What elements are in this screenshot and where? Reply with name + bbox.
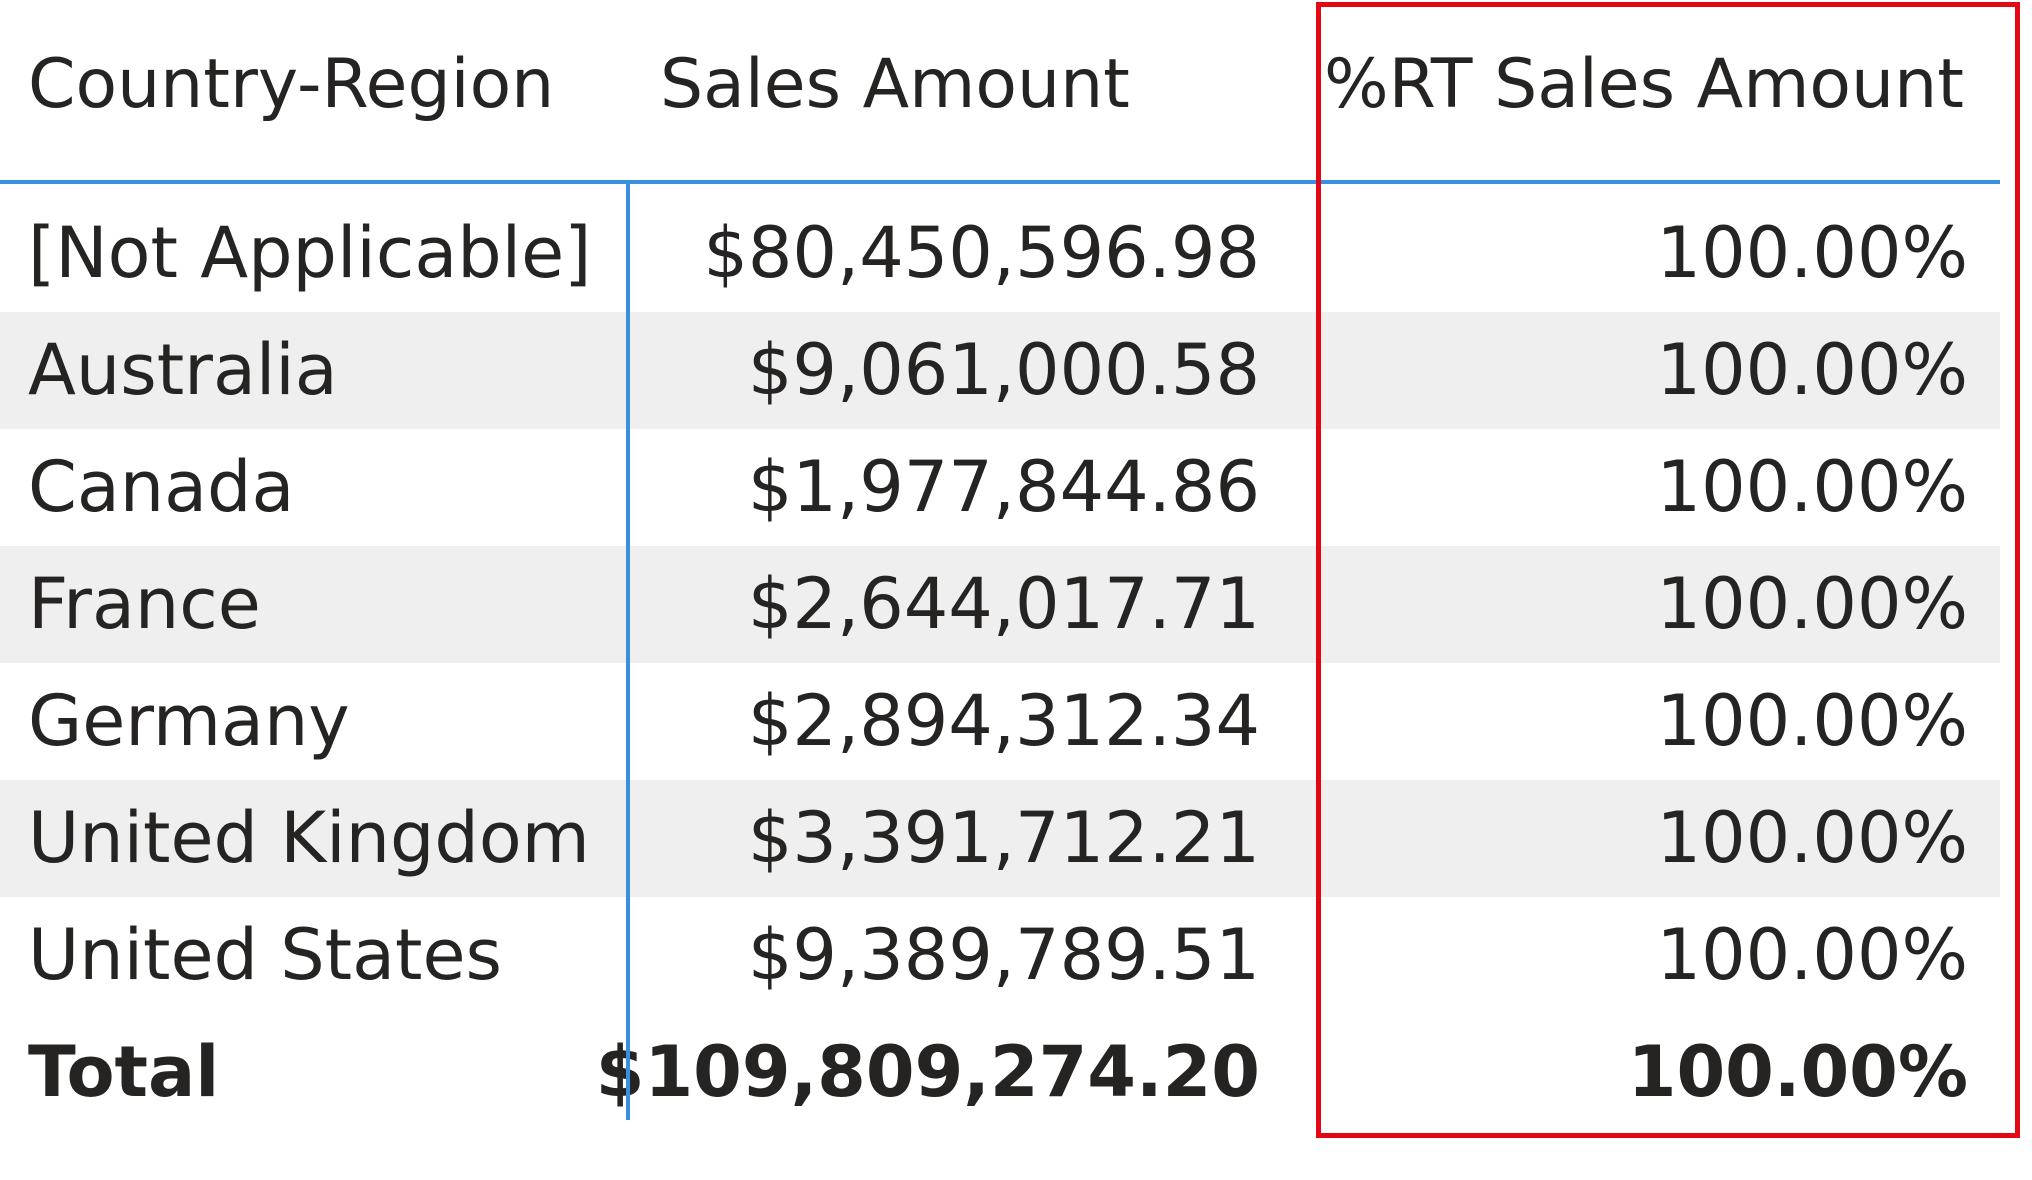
row-header-country[interactable]: France: [28, 563, 261, 645]
table-row: Canada $1,977,844.86 100.00%: [0, 429, 2000, 546]
row-header-divider: [626, 184, 630, 1120]
table-row: France $2,644,017.71 100.00%: [0, 546, 2000, 663]
cell-rt-sales-amount: 100.00%: [1656, 914, 1968, 996]
matrix-visual: Country-Region Sales Amount %RT Sales Am…: [0, 0, 2020, 1138]
cell-sales-amount: $1,977,844.86: [747, 446, 1260, 528]
header-underline: [0, 180, 2000, 184]
table-row: Germany $2,894,312.34 100.00%: [0, 663, 2000, 780]
column-header-country-region[interactable]: Country-Region: [28, 45, 555, 124]
cell-sales-amount: $9,389,789.51: [747, 914, 1260, 996]
table-row: [Not Applicable] $80,450,596.98 100.00%: [0, 195, 2000, 312]
column-header-row: Country-Region Sales Amount %RT Sales Am…: [0, 0, 2000, 184]
total-rt-sales-amount: 100.00%: [1627, 1031, 1968, 1113]
row-header-country[interactable]: Canada: [28, 446, 295, 528]
cell-rt-sales-amount: 100.00%: [1656, 212, 1968, 294]
total-row: Total $109,809,274.20 100.00%: [0, 1014, 2000, 1131]
cell-rt-sales-amount: 100.00%: [1656, 797, 1968, 879]
cell-sales-amount: $2,644,017.71: [747, 563, 1260, 645]
table-row: United Kingdom $3,391,712.21 100.00%: [0, 780, 2000, 897]
cell-sales-amount: $9,061,000.58: [747, 329, 1260, 411]
column-header-rt-sales-amount[interactable]: %RT Sales Amount: [1324, 45, 1964, 124]
cell-rt-sales-amount: 100.00%: [1656, 680, 1968, 762]
row-header-country[interactable]: Australia: [28, 329, 338, 411]
row-header-country[interactable]: Germany: [28, 680, 350, 762]
table-row: Australia $9,061,000.58 100.00%: [0, 312, 2000, 429]
row-header-country[interactable]: United States: [28, 914, 503, 996]
cell-sales-amount: $2,894,312.34: [747, 680, 1260, 762]
cell-sales-amount: $3,391,712.21: [747, 797, 1260, 879]
total-label: Total: [28, 1031, 220, 1113]
cell-rt-sales-amount: 100.00%: [1656, 329, 1968, 411]
cell-rt-sales-amount: 100.00%: [1656, 446, 1968, 528]
row-header-country[interactable]: [Not Applicable]: [28, 212, 592, 294]
total-sales-amount: $109,809,274.20: [595, 1031, 1260, 1113]
row-header-country[interactable]: United Kingdom: [28, 797, 590, 879]
column-header-sales-amount[interactable]: Sales Amount: [660, 45, 1130, 124]
table-row: United States $9,389,789.51 100.00%: [0, 897, 2000, 1014]
cell-sales-amount: $80,450,596.98: [703, 212, 1260, 294]
cell-rt-sales-amount: 100.00%: [1656, 563, 1968, 645]
